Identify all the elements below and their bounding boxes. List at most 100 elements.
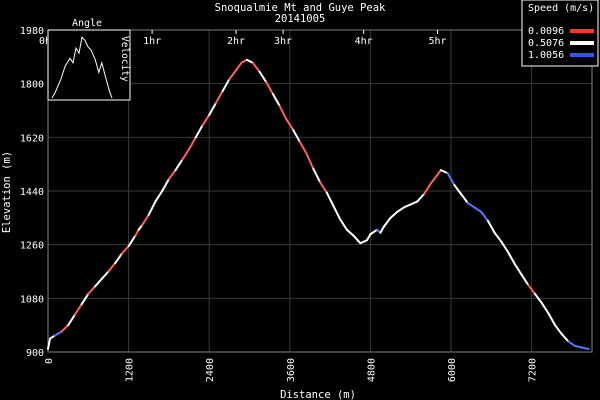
inset-line [51,36,113,99]
y-tick-label: 1260 [20,241,44,252]
profile-segment [87,285,97,295]
legend-title: Speed (m/s) [528,3,594,14]
profile-segment [493,231,503,243]
profile-segment [382,216,392,228]
profile-segment [47,337,52,351]
profile-segment [520,273,530,286]
legend-swatch [570,53,594,57]
profile-segment [409,200,419,206]
profile-segment [278,105,288,121]
profile-segment [332,204,342,221]
profile-segment [214,90,224,105]
inset-panel: Angle Velocity [47,18,131,101]
profile-segment [486,219,496,234]
profile-segment [67,313,76,327]
profile-segment [154,190,164,203]
profile-segment [423,182,432,195]
x-tick-label: 1200 [125,358,136,382]
profile-segment [389,210,399,219]
profile-segment [194,124,204,139]
profile-segment [298,140,308,155]
profile-segment [134,228,140,237]
time-tick-label: 5hr [428,36,446,47]
profile-segment [60,324,70,333]
x-tick-label: 2400 [205,358,216,382]
profile-segment [366,233,372,242]
profile-segment [228,69,238,81]
profile-segment [174,158,184,172]
profile-segment [540,301,550,315]
x-tick-label: 6000 [447,358,458,382]
profile-segment [53,330,63,337]
y-axis-label: Elevation (m) [1,151,13,233]
time-tick-label: 4hr [355,36,373,47]
profile-segment [107,262,117,273]
profile-segment [100,270,110,280]
profile-segment [359,239,369,245]
profile-segment [369,228,379,236]
profile-segment [245,58,254,64]
plot-frame [47,29,593,353]
profile-segment [271,93,281,108]
profile-segment [460,192,469,204]
profile-segment [533,292,543,304]
inset-frame [47,29,131,101]
profile-segment [208,102,217,116]
profile-segment [439,169,449,175]
x-tick-label: 0 [44,358,55,364]
profile-segment [114,252,123,265]
profile-segment [181,148,191,161]
profile-segment [402,203,412,209]
profile-segment [466,201,476,209]
legend-entry-label: 0.5076 [528,38,564,49]
inset-ylabel: Velocity [119,36,130,82]
profile-segment [473,206,483,213]
profile-segment [251,61,261,73]
profile-segment [141,213,150,227]
profile-segment [127,234,137,248]
legend-entry-label: 0.0096 [528,26,564,37]
profile-segment [567,340,577,348]
profile-segment [120,245,130,255]
profile-segment [240,58,248,64]
profile-segment [312,167,321,184]
chart-title: Snoqualmie Mt and Guye Peak [215,2,386,14]
profile-segment [352,234,362,245]
profile-segment [258,70,268,84]
profile-segment [446,172,456,187]
time-tick-label: 2hr [227,36,245,47]
time-tick-label: 1hr [143,36,161,47]
profile-segment [201,113,211,127]
x-tick-label: 7200 [528,358,539,382]
profile-segment [94,277,103,288]
x-tick-label: 3600 [286,358,297,382]
profile-segment [167,169,177,181]
profile-segment [453,184,463,195]
elevation-line [47,58,590,351]
profile-segment [319,181,328,194]
legend-swatch [570,29,594,33]
profile-segment [325,191,335,207]
profile-segment [235,61,243,72]
y-tick-label: 1440 [20,187,44,198]
profile-segment [161,178,170,192]
y-tick-label: 1080 [20,294,44,305]
y-tick-label: 1800 [20,80,44,91]
profile-segment [547,312,557,327]
time-tick-label: 3hr [274,36,292,47]
y-tick-label: 1620 [20,133,44,144]
profile-segment [500,240,510,254]
profile-segment [560,333,570,343]
profile-segment [147,200,157,216]
chart-subtitle: 20141005 [275,13,326,25]
profile-segment [345,228,355,237]
profile-segment [416,192,426,203]
x-tick-label: 4800 [366,358,377,382]
grid [47,29,592,353]
legend-swatch [570,41,594,45]
profile-segment [285,118,295,131]
profile-segment [527,283,536,295]
